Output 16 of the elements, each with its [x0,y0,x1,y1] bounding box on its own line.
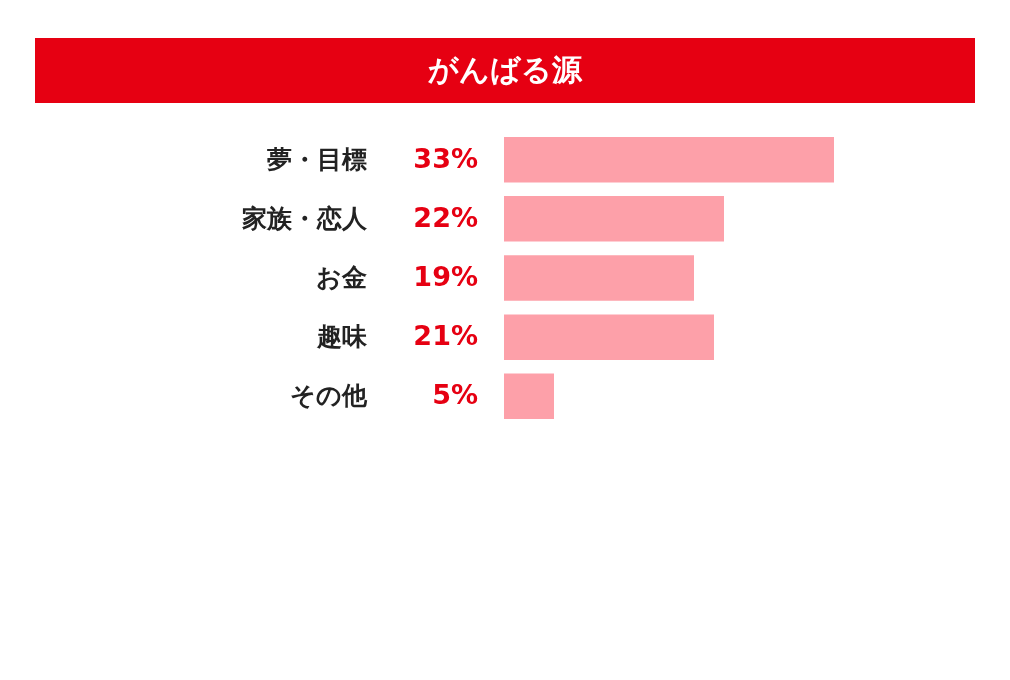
bar [504,136,834,183]
data-label: 21% [413,320,478,352]
data-label: 19% [413,261,478,292]
chart-title: がんばる源 [428,52,583,87]
data-label: 22% [413,201,478,233]
y-tick-label: 家族・恋人 [240,203,368,233]
data-label: 33% [413,142,478,174]
data-label: 5% [432,379,478,411]
bar [504,196,724,242]
y-tick-label: お金 [315,263,367,292]
bar [504,373,554,420]
bar [504,255,694,301]
bar [504,314,714,360]
y-tick-label: 趣味 [315,322,368,352]
y-tick-label: その他 [289,381,368,411]
y-tick-label: 夢・目標 [266,144,367,174]
